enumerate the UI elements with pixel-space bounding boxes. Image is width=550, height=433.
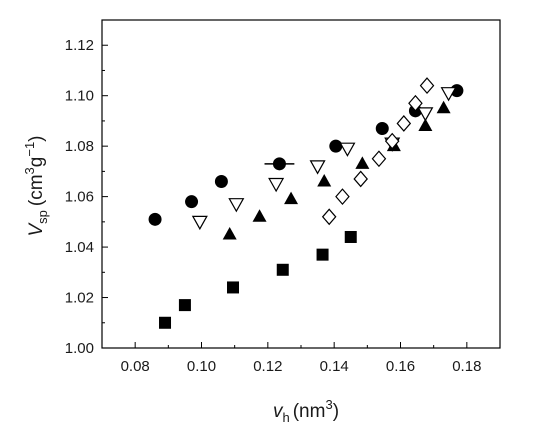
data-point-diamond-open [384,132,400,150]
data-point-circle-filled [148,212,162,226]
y-axis-label: Vsp(cm3g−1) [22,135,50,236]
data-point-diamond-open [408,94,423,112]
data-point-triangle-up-filled [436,100,451,114]
data-point-triangle-down-open [339,142,356,157]
data-point-diamond-open [396,115,412,132]
data-point-triangle-up-filled [355,156,370,169]
data-point-diamond-open [321,208,337,226]
x-tick-label: 0.18 [452,358,481,375]
data-point-triangle-up-filled [252,209,267,222]
y-tick-label: 1.04 [65,239,94,256]
data-point-triangle-up-filled [418,118,433,131]
ticks: 0.08 0.10 0.12 0.14 0.16 0.18 1.00 1.02 1.04 1.06… [65,37,482,375]
data-point-triangle-down-open [228,198,245,213]
x-tick-label: 0.14 [320,358,349,375]
data-point-triangle-down-open [417,107,434,122]
data-point-diamond-open [371,150,387,168]
data-point-circle-filled [329,139,343,153]
data-point-triangle-up-filled [284,191,299,205]
x-axis-label: vh (nm3) [273,397,339,425]
y-tick-label: 1.02 [65,290,94,307]
data-point-square-filled [159,316,172,329]
data-point-square-filled [276,263,289,276]
y-tick-label: 1.10 [65,88,94,105]
y-tick-label: 1.00 [65,340,94,357]
data-point-triangle-down-open [268,177,285,193]
data-point-diamond-open [353,170,368,188]
data-point-diamond-open [335,188,350,206]
data-point-triangle-down-open [309,160,326,175]
x-tick-label: 0.10 [187,358,216,375]
data-point-square-filled [316,248,329,261]
data-marks [148,77,464,329]
data-point-circle-filled [185,195,199,209]
data-point-triangle-up-filled [317,173,332,187]
y-tick-label: 1.06 [65,189,94,206]
x-tick-label: 0.08 [121,358,150,375]
x-tick-label: 0.16 [386,358,415,375]
data-point-triangle-down-open [191,215,208,231]
data-point-square-filled [344,230,357,243]
axes [101,19,501,349]
plot-frame [101,19,501,349]
y-tick-label: 1.08 [65,138,94,155]
data-point-triangle-down-open [440,87,457,102]
x-tick-label: 0.12 [253,358,282,375]
data-point-square-filled [178,299,191,312]
data-point-circle-filled [375,121,389,135]
data-point-triangle-up-filled [222,226,237,240]
y-tick-label: 1.12 [65,37,94,54]
data-point-diamond-open [419,77,435,95]
data-point-circle-filled [214,174,228,188]
data-point-circle-filled [272,157,286,171]
data-point-square-filled [227,281,240,294]
